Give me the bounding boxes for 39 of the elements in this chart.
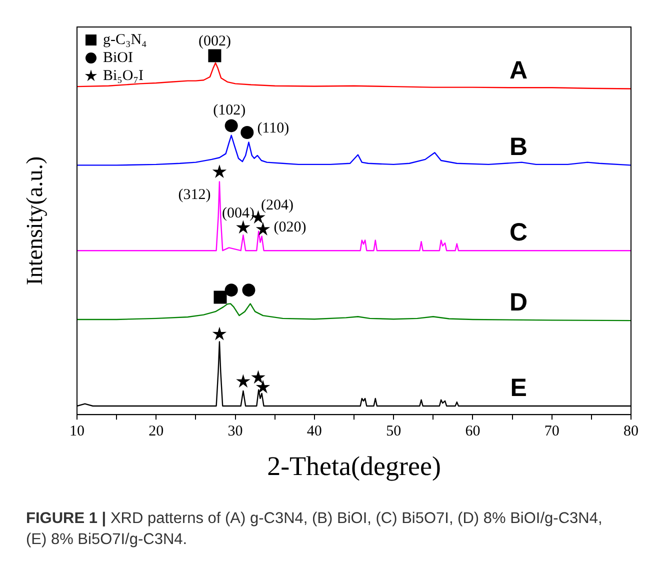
series-label: A xyxy=(510,56,528,85)
x-tick-label: 40 xyxy=(306,424,322,440)
annotation: (110) xyxy=(257,120,290,136)
legend-label: BiOI xyxy=(103,50,134,66)
legend-label: g-C₃N₄ xyxy=(103,32,147,48)
annotation: (020) xyxy=(274,219,306,236)
x-tick-label: 10 xyxy=(70,424,84,440)
annotation: (312) xyxy=(178,186,211,203)
point xyxy=(212,326,227,340)
point xyxy=(208,49,222,62)
x-tick-label: 60 xyxy=(465,424,480,440)
point xyxy=(236,220,250,234)
series-label: D xyxy=(510,288,528,316)
y-axis-title: Intensity(a.u.) xyxy=(22,156,48,286)
point xyxy=(214,290,227,304)
point xyxy=(256,380,270,394)
x-tick-label: 70 xyxy=(544,424,560,440)
x-axis-title: 2-Theta(degree) xyxy=(267,450,441,481)
point xyxy=(236,374,250,388)
annotation: (204) xyxy=(260,198,294,214)
point xyxy=(224,284,238,297)
series-label: C xyxy=(510,218,528,246)
point xyxy=(240,126,254,140)
annotation: (004) xyxy=(222,206,254,222)
x-tick-label: 80 xyxy=(624,424,638,440)
annotation: (002) xyxy=(198,34,231,50)
point xyxy=(212,164,227,178)
legend-label: Bi₅O₇I xyxy=(103,68,144,84)
point xyxy=(224,119,238,132)
series-label: E xyxy=(510,374,527,402)
x-tick-label: 20 xyxy=(148,424,164,440)
annotation: (102) xyxy=(213,102,246,119)
point xyxy=(256,222,270,236)
series-label: B xyxy=(510,133,528,162)
caption: FIGURE 1 | XRD patterns of (A) g-C3N4, (B) BiOI, (C) Bi5O7I, (D) 8% BiOI/g-C3N4, (E) 8% Bi5O7I/g-C3N4. xyxy=(26,509,604,550)
x-tick-label: 50 xyxy=(386,424,402,440)
x-tick-label: 30 xyxy=(228,424,243,440)
point xyxy=(251,370,266,384)
point xyxy=(242,284,256,297)
